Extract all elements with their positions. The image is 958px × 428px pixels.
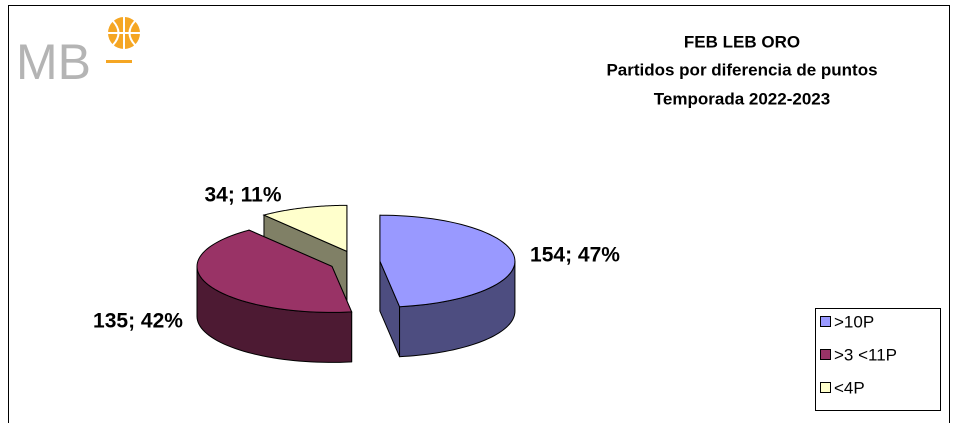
- legend-box: [815, 308, 941, 411]
- logo-underline: [106, 60, 132, 63]
- legend-swatch: [820, 349, 831, 360]
- legend-swatch: [820, 316, 831, 327]
- chart-title: Temporada 2022-2023: [654, 89, 830, 108]
- chart-title: FEB LEB ORO: [684, 32, 800, 51]
- legend-swatch: [820, 382, 831, 393]
- legend-label: >10P: [834, 312, 874, 331]
- pie-slice: [379, 214, 516, 358]
- data-label: 135; 42%: [93, 310, 183, 333]
- data-label: 154; 47%: [530, 244, 620, 267]
- chart-title: Partidos por diferencia de puntos: [606, 60, 877, 79]
- data-label: 34; 11%: [204, 184, 281, 207]
- logo: MB: [16, 17, 140, 90]
- slice-top: [196, 229, 353, 313]
- legend-label: >3 <11P: [834, 345, 897, 364]
- logo-text: MB: [16, 34, 91, 90]
- pie-slice: [196, 229, 353, 363]
- slice-top: [262, 204, 348, 253]
- slice-top: [379, 214, 516, 308]
- legend-label: <4P: [834, 378, 865, 397]
- chart-frame: [8, 5, 950, 428]
